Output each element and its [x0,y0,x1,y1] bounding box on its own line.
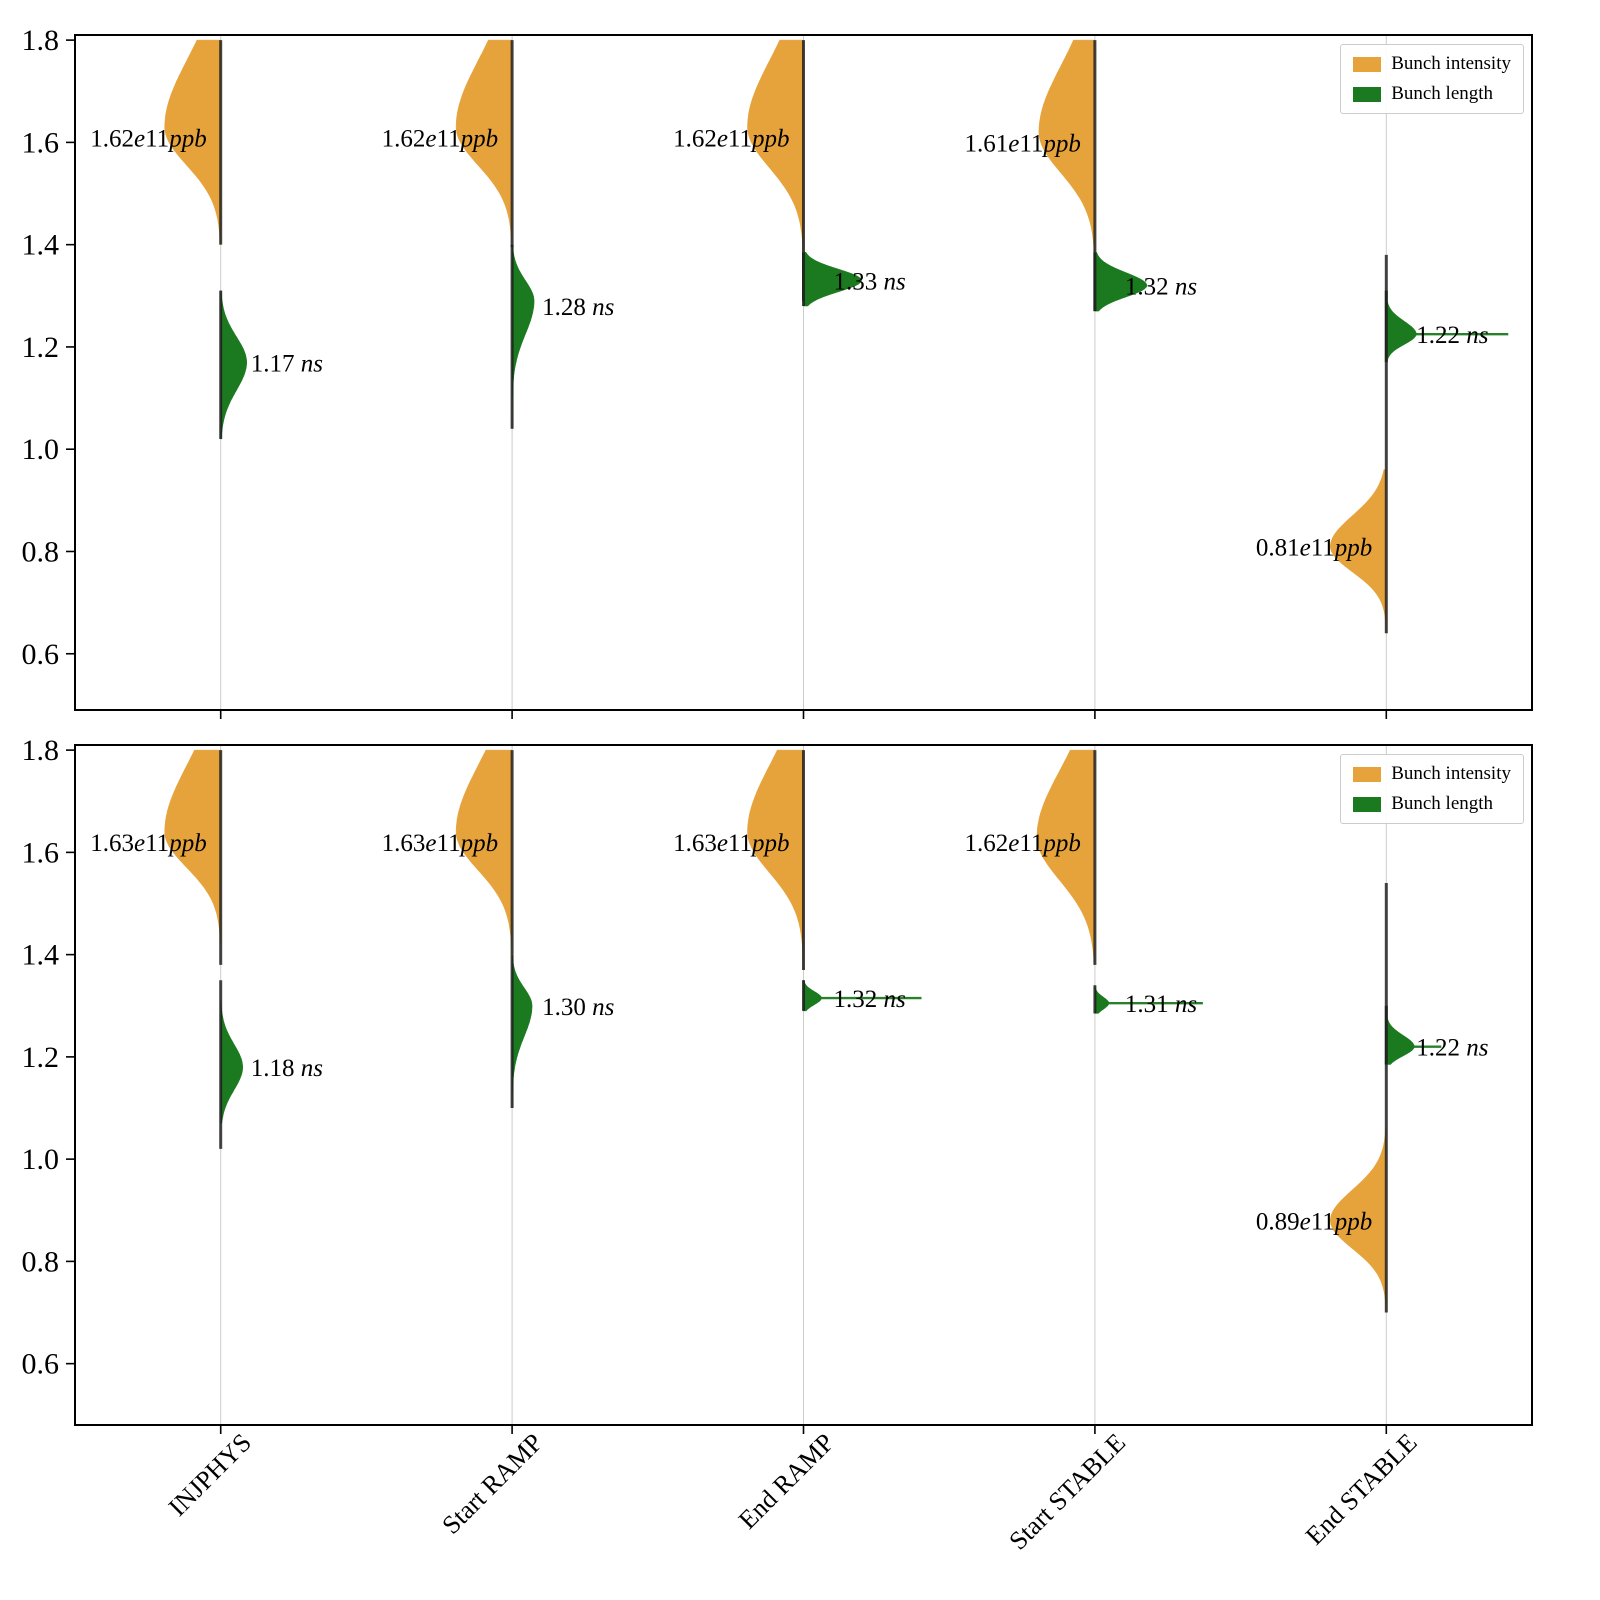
y-tick-label-panel-1-1.8: 1.8 [22,24,60,57]
y-tick-label-panel-2-1.0: 1.0 [22,1143,60,1176]
legend-label-intensity: Bunch intensity [1391,763,1511,784]
y-tick-label-panel-2-1.4: 1.4 [22,939,60,972]
violin-length-Start RAMP [511,954,533,1109]
violin-intensity-End RAMP [747,749,804,971]
annotation-intensity-Start RAMP: 1.63e11ppb [382,830,498,857]
y-tick-label-panel-2-0.6: 0.6 [22,1348,60,1381]
legend-panel-2: Bunch intensity Bunch length [1340,754,1524,824]
annotation-intensity-INJPHYS: 1.63e11ppb [90,830,206,857]
y-tick-label-panel-1-1.4: 1.4 [22,229,60,262]
violin-length-End RAMP [803,979,822,1012]
legend-panel-1: Bunch intensity Bunch length [1340,44,1524,114]
annotation-length-End RAMP: 1.32 ns [834,986,906,1013]
length-swatch-icon [1353,796,1382,812]
x-tick-label-Start RAMP: Start RAMP [436,1428,548,1540]
annotation-length-End RAMP: 1.33 ns [834,268,906,295]
violin-length-Start RAMP [511,244,535,429]
violin-intensity-Start STABLE [1036,749,1096,966]
annotation-intensity-Start STABLE: 1.62e11ppb [964,830,1080,857]
legend-label-length: Bunch length [1391,793,1494,814]
violin-intensity-End STABLE [1330,1128,1387,1313]
annotation-intensity-End RAMP: 1.63e11ppb [673,830,789,857]
annotation-length-End STABLE: 1.22 ns [1416,1035,1488,1062]
intensity-swatch-icon [1353,56,1382,72]
violin-length-End STABLE [1386,290,1417,363]
legend-item-intensity: Bunch intensity [1353,763,1511,785]
y-tick-label-panel-2-1.2: 1.2 [22,1041,60,1074]
x-tick-label-End RAMP: End RAMP [733,1428,840,1535]
y-tick-label-panel-1-1.2: 1.2 [22,331,60,364]
violin-intensity-Start RAMP [455,749,513,955]
length-swatch-icon [1353,86,1382,102]
annotation-length-INJPHYS: 1.18 ns [251,1055,323,1082]
annotation-intensity-End STABLE: 0.81e11ppb [1256,534,1372,561]
x-tick-label-End STABLE: End STABLE [1300,1428,1423,1551]
legend-item-length: Bunch length [1353,793,1511,815]
annotation-intensity-Start STABLE: 1.61e11ppb [964,130,1080,157]
violin-length-End STABLE [1386,1005,1415,1065]
annotation-length-End STABLE: 1.22 ns [1416,322,1488,349]
y-tick-label-panel-2-1.6: 1.6 [22,836,60,869]
legend-item-intensity: Bunch intensity [1353,53,1511,75]
violin-length-INJPHYS [220,1000,243,1124]
annotation-intensity-End RAMP: 1.62e11ppb [673,125,789,152]
violin-length-INJPHYS [220,290,247,440]
annotation-length-Start STABLE: 1.32 ns [1125,274,1197,301]
annotation-length-INJPHYS: 1.17 ns [251,350,323,377]
legend-label-intensity: Bunch intensity [1391,53,1511,74]
x-tick-label-Start STABLE: Start STABLE [1003,1428,1131,1556]
annotation-intensity-Start RAMP: 1.62e11ppb [382,125,498,152]
y-tick-label-panel-1-1.6: 1.6 [22,126,60,159]
annotation-length-Start RAMP: 1.28 ns [542,294,614,321]
violin-intensity-Start STABLE [1038,39,1096,312]
y-tick-label-panel-1-0.6: 0.6 [22,638,60,671]
violin-intensity-End RAMP [747,39,804,301]
violin-intensity-INJPHYS [164,749,221,945]
y-tick-label-panel-1-0.8: 0.8 [22,535,60,568]
violin-length-End RAMP [803,252,862,307]
legend-item-length: Bunch length [1353,83,1511,105]
y-tick-label-panel-1-1.0: 1.0 [22,433,60,466]
annotation-length-Start RAMP: 1.30 ns [542,994,614,1021]
violin-intensity-INJPHYS [164,39,221,245]
y-tick-label-panel-2-1.8: 1.8 [22,734,60,767]
annotation-intensity-INJPHYS: 1.62e11ppb [90,125,206,152]
annotation-intensity-End STABLE: 0.89e11ppb [1256,1208,1372,1235]
violin-intensity-Start RAMP [455,39,513,248]
violin-intensity-End STABLE [1330,469,1387,634]
y-tick-label-panel-2-0.8: 0.8 [22,1245,60,1278]
violin-length-Start STABLE [1094,985,1110,1014]
annotation-length-Start STABLE: 1.31 ns [1125,991,1197,1018]
intensity-swatch-icon [1353,766,1382,782]
violin-length-Start STABLE [1094,252,1148,312]
x-tick-label-INJPHYS: INJPHYS [163,1428,257,1522]
legend-label-length: Bunch length [1391,83,1494,104]
